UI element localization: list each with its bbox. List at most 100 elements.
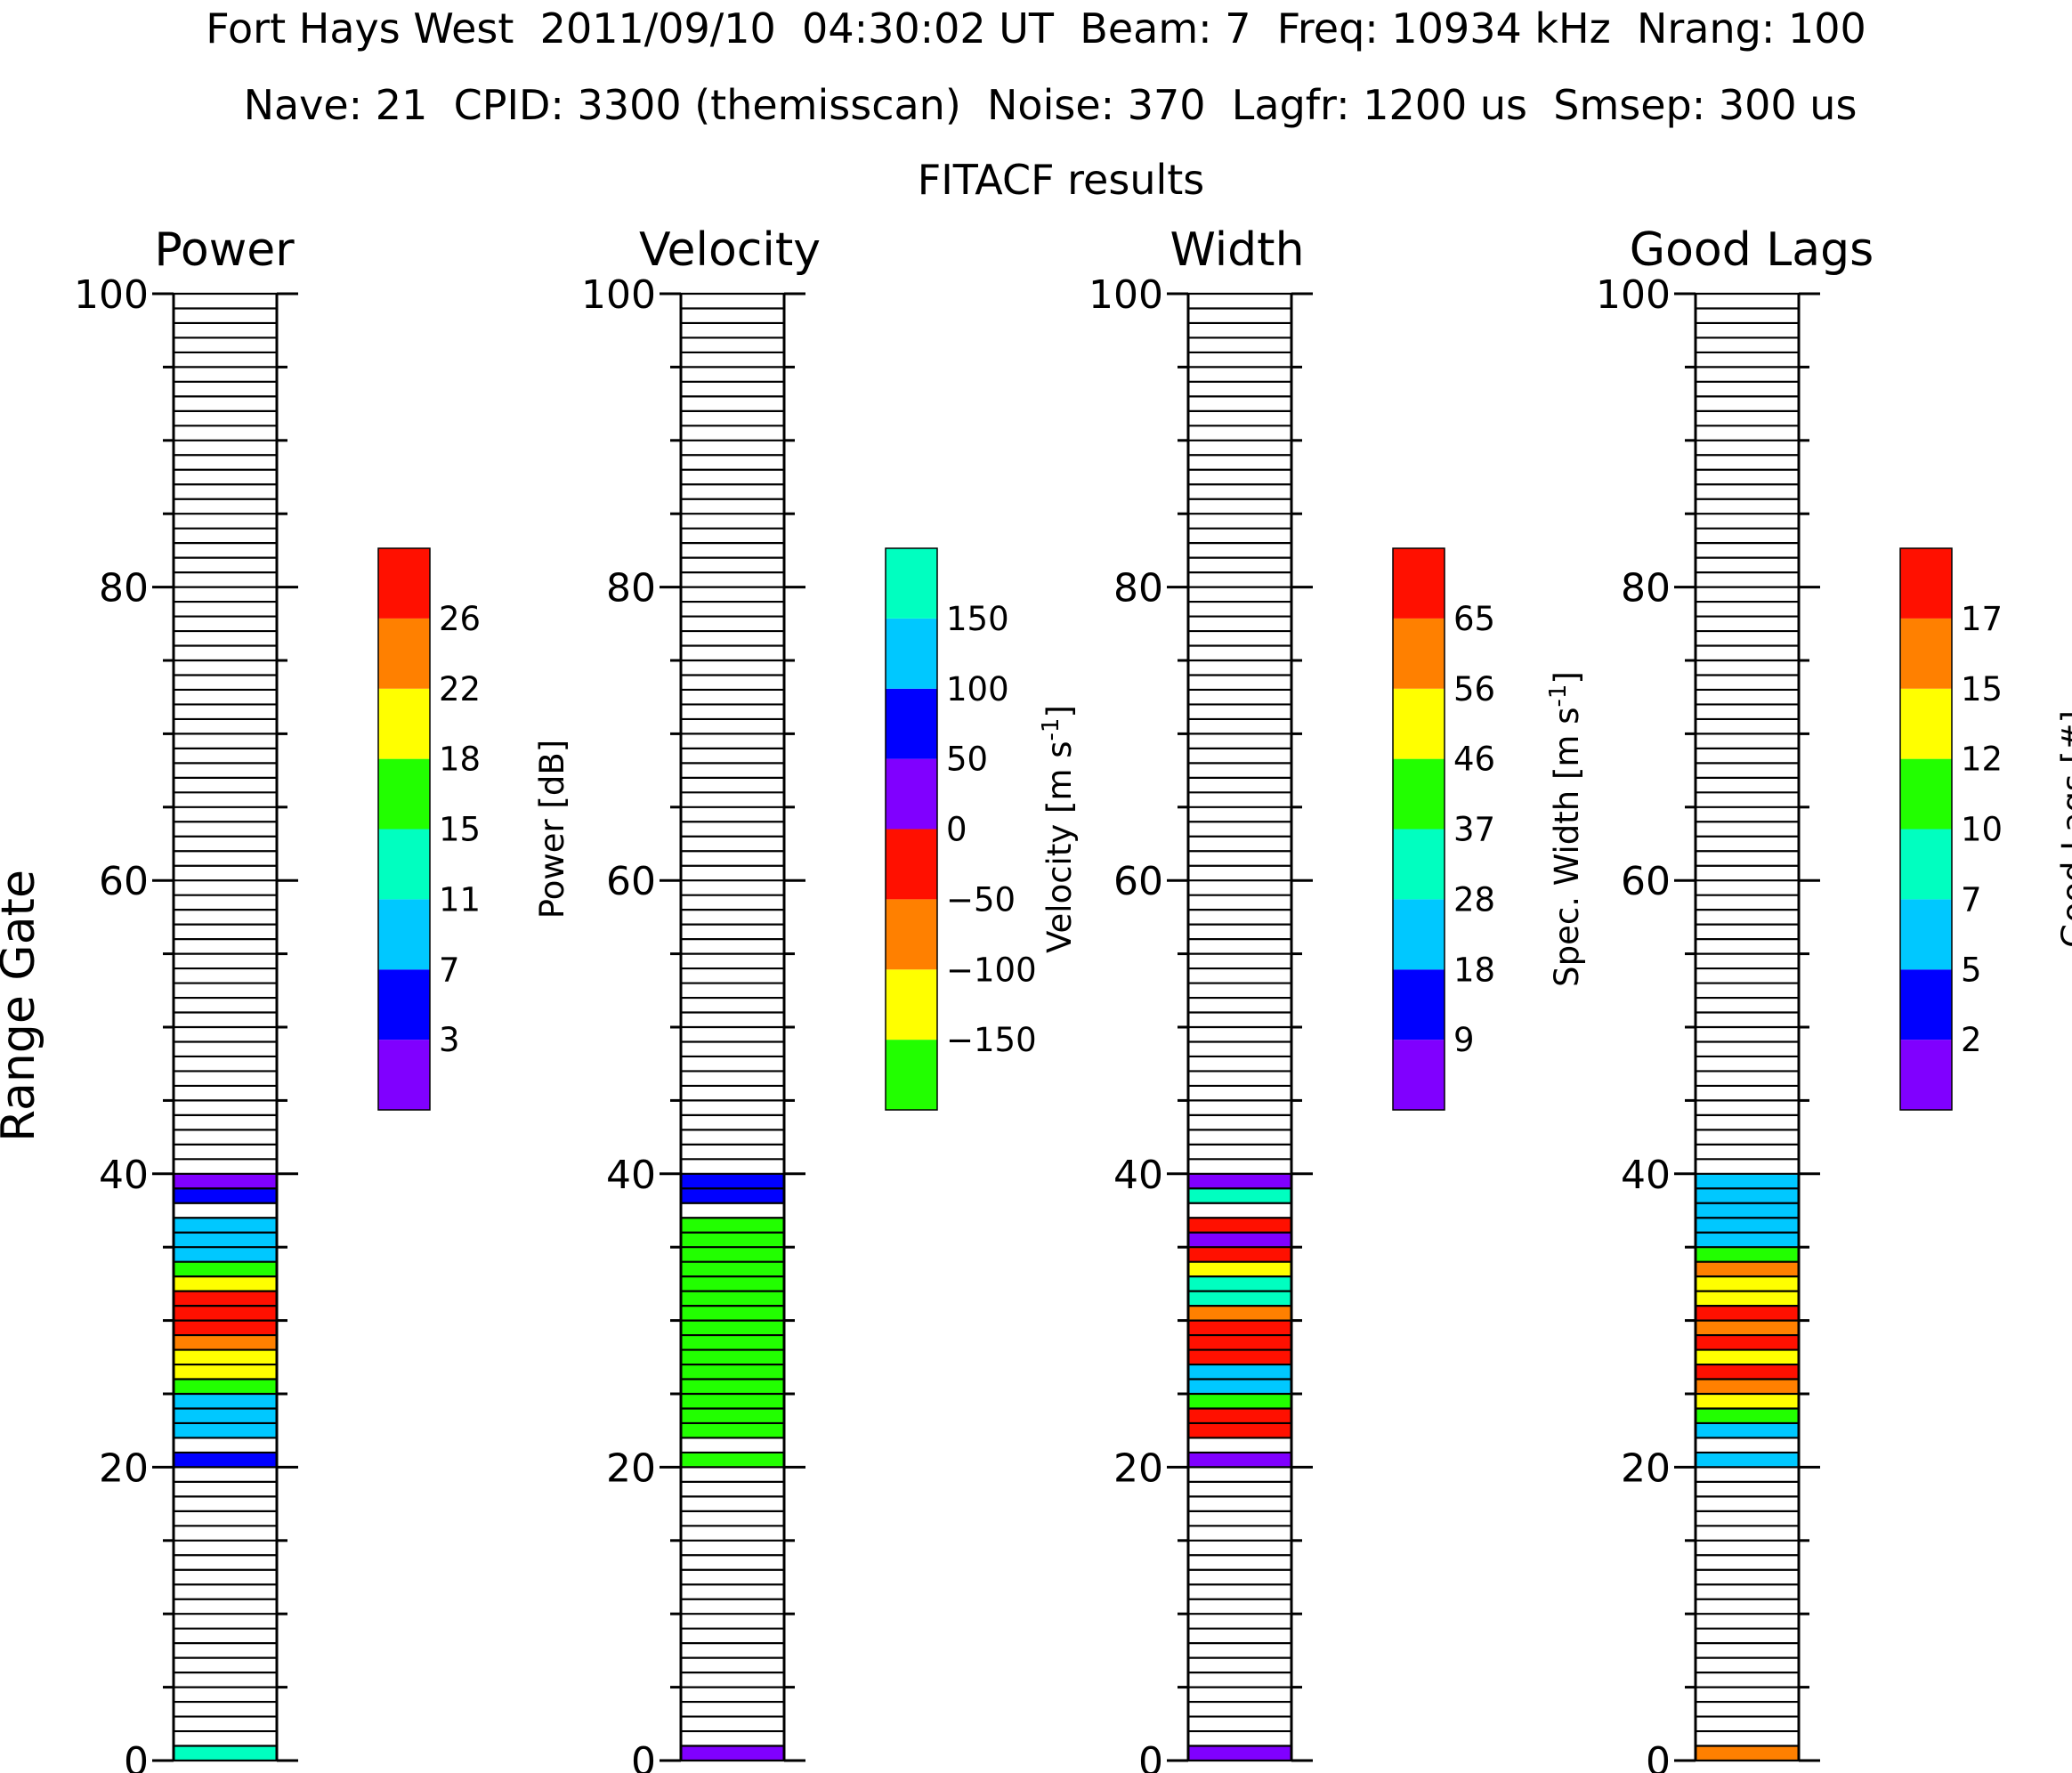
colorbar-title-sup: -1 <box>1038 718 1064 741</box>
colorbar-tick-label: 150 <box>946 600 1009 638</box>
y-tick-label: 100 <box>1596 272 1671 318</box>
colorbar-tick-label: 50 <box>946 741 988 779</box>
colorbar-title-label: Velocity <box>1040 814 1079 953</box>
panel-title: Power <box>154 223 295 277</box>
gate-cell <box>681 1276 784 1291</box>
gate-cell <box>174 1335 277 1350</box>
gate-cell <box>174 1745 277 1761</box>
gate-cell <box>1696 1745 1799 1761</box>
y-axis-label: Range Gate <box>0 870 45 1142</box>
gate-cell <box>681 1247 784 1262</box>
gate-cell <box>681 1188 784 1203</box>
gate-cell <box>1696 1452 1799 1468</box>
gate-cell <box>1188 1276 1291 1291</box>
y-tick-label: 0 <box>1138 1739 1163 1773</box>
colorbar-segment <box>1900 618 1952 689</box>
gate-cell <box>1696 1306 1799 1321</box>
gate-cell <box>1696 1202 1799 1218</box>
gate-cell <box>681 1364 784 1380</box>
gate-cell <box>1696 1379 1799 1394</box>
gate-cell <box>174 1364 277 1380</box>
colorbar-segment <box>378 618 430 689</box>
y-tick-label: 40 <box>99 1153 149 1198</box>
gate-cell <box>1188 1173 1291 1189</box>
gate-cell <box>1696 1291 1799 1307</box>
gate-cell <box>1188 1261 1291 1277</box>
y-tick-label: 100 <box>74 272 149 318</box>
colorbar-title-label: Good Lags <box>2055 764 2072 948</box>
gate-cell <box>681 1232 784 1248</box>
colorbar-segment <box>886 899 937 970</box>
gate-cell <box>174 1306 277 1321</box>
colorbar-tick-label: 12 <box>1961 741 2003 779</box>
gate-cell <box>681 1291 784 1307</box>
colorbar-frame <box>377 547 431 1111</box>
y-tick-label: 60 <box>606 859 656 904</box>
colorbar-segment <box>378 899 430 970</box>
y-tick-label: 100 <box>1089 272 1163 318</box>
gate-cell <box>174 1173 277 1189</box>
y-tick-label: 100 <box>581 272 656 318</box>
panel-title: Width <box>1170 223 1304 277</box>
gate-cell <box>174 1408 277 1423</box>
header-line-3: FITACF results <box>918 156 1205 204</box>
colorbar-title: Spec. Width [m s-1] <box>1545 671 1586 987</box>
colorbar-title: Good Lags [#] <box>2055 710 2072 948</box>
colorbar-segment <box>1393 548 1445 619</box>
colorbar-tick-label: 46 <box>1453 741 1495 779</box>
colorbar-segment <box>1900 969 1952 1040</box>
gate-cell <box>1188 1364 1291 1380</box>
gate-cell <box>1696 1364 1799 1380</box>
gate-cell <box>681 1335 784 1350</box>
gate-cell <box>1696 1232 1799 1248</box>
colorbar-title: Power [dB] <box>533 740 571 919</box>
header-line-1: Fort Hays West 2011/09/10 04:30:02 UT Be… <box>206 4 1866 53</box>
colorbar-segment <box>1393 969 1445 1040</box>
y-tick-label: 80 <box>99 566 149 611</box>
y-tick-label: 80 <box>606 566 656 611</box>
gate-cell <box>174 1379 277 1394</box>
colorbar-tick-label: 28 <box>1453 880 1495 919</box>
gate-cell <box>681 1306 784 1321</box>
y-tick-label: 20 <box>1113 1445 1163 1491</box>
colorbar-segment <box>886 969 937 1040</box>
gate-cell <box>681 1173 784 1189</box>
colorbar-segment <box>1393 829 1445 900</box>
gate-cell <box>1696 1335 1799 1350</box>
gate-cell <box>1188 1232 1291 1248</box>
colorbar-segment <box>886 618 937 689</box>
gate-cell <box>1188 1745 1291 1761</box>
colorbar-title-end: ] <box>1548 671 1586 684</box>
colorbar-segment <box>1900 1040 1952 1110</box>
y-tick-label: 20 <box>606 1445 656 1491</box>
gate-cell <box>174 1452 277 1468</box>
colorbar-segment <box>886 829 937 900</box>
colorbar-tick-label: 5 <box>1961 951 1982 989</box>
gate-cell <box>1696 1218 1799 1233</box>
y-tick-label: 0 <box>1646 1739 1671 1773</box>
colorbar-segment <box>1900 899 1952 970</box>
colorbar-segment <box>886 688 937 759</box>
colorbar-segment <box>886 758 937 830</box>
gate-cell <box>1696 1247 1799 1262</box>
colorbar-segment <box>378 829 430 900</box>
gate-cell <box>1188 1247 1291 1262</box>
panel-width: Width 0 20 40 60 80 100 9 18 28 37 46 56 65 Spec. Widt… <box>1089 223 1586 1773</box>
colorbar-segment <box>1393 899 1445 970</box>
panel-title: Velocity <box>639 223 821 277</box>
colorbar-tick-label: 2 <box>1961 1021 1982 1059</box>
y-tick-label: 60 <box>1113 859 1163 904</box>
y-tick-label: 20 <box>99 1445 149 1491</box>
colorbar-segment <box>1900 548 1952 619</box>
y-tick-label: 60 <box>99 859 149 904</box>
colorbar-tick-label: 18 <box>1453 951 1495 989</box>
y-tick-label: 0 <box>124 1739 149 1773</box>
gate-cell <box>1696 1276 1799 1291</box>
gate-cell <box>681 1394 784 1409</box>
colorbar-segment <box>378 688 430 759</box>
colorbar-frame <box>885 547 938 1111</box>
header-line-2: Nave: 21 CPID: 3300 (themisscan) Noise: … <box>244 81 1858 129</box>
gate-cell <box>681 1745 784 1761</box>
colorbar-tick-label: 11 <box>439 880 481 919</box>
colorbar-segment <box>1900 688 1952 759</box>
